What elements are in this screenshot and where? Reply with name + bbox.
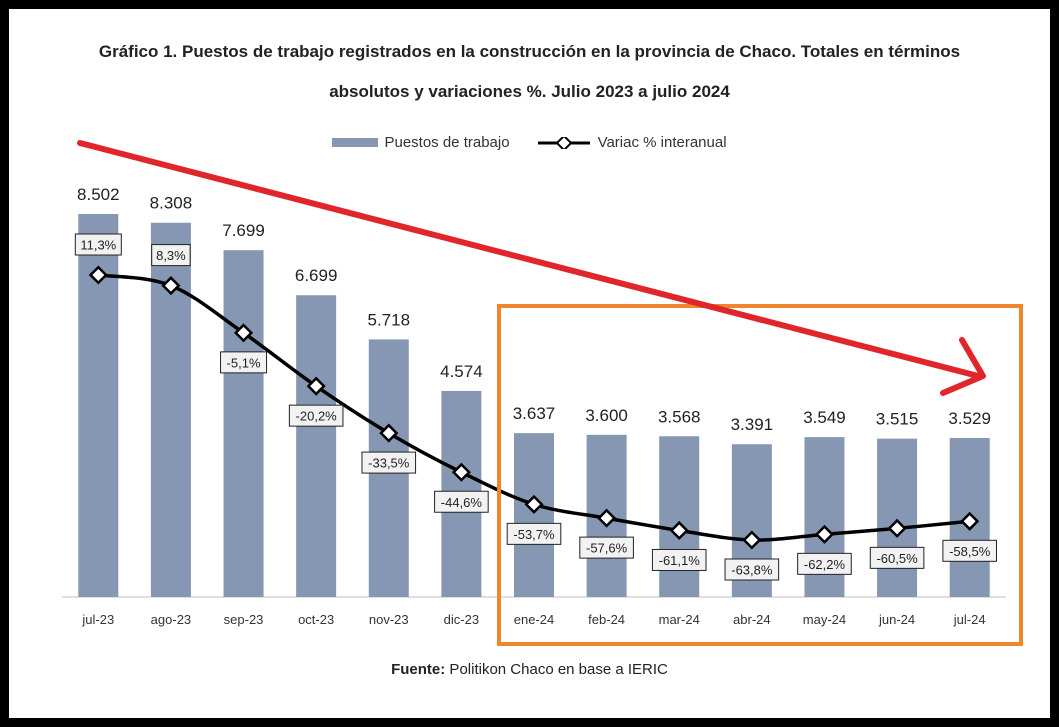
line-value-label: -61,1% bbox=[659, 553, 701, 568]
line-point-marker bbox=[742, 530, 762, 550]
line-value-label: -5,1% bbox=[227, 355, 261, 370]
line-point-marker bbox=[379, 423, 399, 443]
line-point-marker bbox=[451, 462, 471, 482]
line-value-label-box bbox=[74, 233, 122, 256]
x-tick-label: jul-23 bbox=[81, 612, 114, 627]
line-value-label-box bbox=[151, 244, 191, 267]
x-tick-label: ene-24 bbox=[514, 612, 554, 627]
line-value-label-box bbox=[434, 490, 489, 513]
bar-value-label: 5.718 bbox=[367, 310, 410, 329]
x-tick-label: nov-23 bbox=[369, 612, 409, 627]
x-tick-label: abr-24 bbox=[733, 612, 771, 627]
bar-value-label: 8.502 bbox=[77, 185, 120, 204]
x-tick-label: sep-23 bbox=[224, 612, 264, 627]
line-point-marker bbox=[960, 511, 980, 531]
line-value-label: -20,2% bbox=[296, 409, 338, 424]
line-value-label-box bbox=[220, 351, 268, 374]
line-point-marker bbox=[233, 323, 254, 343]
line-point-marker bbox=[597, 508, 617, 528]
line-value-label: 11,3% bbox=[80, 238, 116, 253]
bar bbox=[296, 295, 337, 597]
bar-value-label: 3.529 bbox=[948, 409, 991, 428]
bar bbox=[223, 250, 264, 598]
source-label: Fuente: bbox=[391, 661, 446, 678]
bar-value-label: 3.515 bbox=[876, 410, 919, 429]
line-value-label: -58,5% bbox=[949, 544, 991, 559]
trend-arrow-line bbox=[77, 140, 981, 379]
line-value-label-box bbox=[506, 522, 562, 545]
x-tick-label: mar-24 bbox=[659, 612, 700, 627]
line-value-label-box bbox=[361, 451, 417, 474]
bar-value-label: 3.568 bbox=[658, 407, 701, 426]
x-tick-label: dic-23 bbox=[444, 612, 479, 627]
line-point-marker bbox=[814, 524, 835, 544]
x-tick-label: jul-24 bbox=[953, 612, 986, 627]
bar-value-label: 4.574 bbox=[440, 362, 483, 381]
chart-title-line1: Gráfico 1. Puestos de trabajo registrado… bbox=[98, 42, 961, 61]
line-point-marker bbox=[88, 265, 108, 285]
bar-value-label: 3.600 bbox=[585, 406, 628, 425]
line-value-label-box bbox=[869, 546, 925, 569]
bar-value-label: 3.391 bbox=[731, 415, 774, 434]
line-point-marker bbox=[306, 376, 326, 396]
legend-bar-swatch bbox=[332, 138, 379, 147]
x-tick-label: may-24 bbox=[803, 612, 846, 627]
line-value-label: -53,7% bbox=[513, 527, 555, 542]
line-value-label: -60,5% bbox=[876, 551, 918, 566]
line-value-label-box bbox=[797, 552, 852, 575]
bar-value-label: 3.637 bbox=[513, 404, 556, 423]
line-value-label: 8,3% bbox=[156, 248, 186, 263]
bar bbox=[514, 433, 554, 597]
line-value-label-box bbox=[288, 404, 344, 427]
bar bbox=[877, 438, 918, 597]
line-point-marker bbox=[669, 520, 689, 541]
bar-value-label: 7.699 bbox=[222, 221, 265, 240]
source-text: Politikon Chaco en base a IERIC bbox=[445, 661, 668, 678]
bar-value-label: 6.699 bbox=[295, 266, 338, 285]
bar-value-label: 8.308 bbox=[150, 194, 193, 213]
line-value-label: -62,2% bbox=[804, 557, 846, 572]
trend-arrow-head bbox=[940, 337, 986, 396]
legend-item-bars: Puestos de trabajo bbox=[332, 134, 510, 151]
legend-item-line: Variac % interanual bbox=[536, 134, 727, 151]
x-tick-label: feb-24 bbox=[588, 612, 625, 627]
highlight-box bbox=[497, 304, 1023, 646]
chart-title-line2: absolutos y variaciones %. Julio 2023 a … bbox=[329, 82, 730, 101]
legend-label-bars: Puestos de trabajo bbox=[384, 134, 510, 151]
line-value-label-box bbox=[651, 548, 707, 571]
chart-source: Fuente: Politikon Chaco en base a IERIC bbox=[0, 661, 1059, 678]
bar bbox=[659, 436, 700, 597]
line-value-label-box bbox=[942, 539, 997, 562]
line-value-label: -63,8% bbox=[731, 563, 773, 578]
line-value-label-box bbox=[724, 558, 780, 581]
legend-label-line: Variac % interanual bbox=[597, 134, 727, 151]
line-point-marker bbox=[887, 518, 907, 538]
bar-value-label: 3.549 bbox=[803, 408, 846, 427]
chart-legend: Puestos de trabajo Variac % interanual bbox=[0, 134, 1059, 151]
legend-line-swatch bbox=[537, 136, 590, 149]
line-value-label: -57,6% bbox=[586, 541, 628, 556]
line-point-marker bbox=[161, 276, 181, 296]
x-tick-label: jun-24 bbox=[878, 612, 915, 627]
line-point-marker bbox=[524, 494, 544, 514]
line-value-label: -33,5% bbox=[368, 456, 410, 471]
x-tick-label: ago-23 bbox=[151, 612, 191, 627]
line-value-label: -44,6% bbox=[441, 495, 483, 510]
line-value-label-box bbox=[579, 536, 634, 559]
x-tick-label: oct-23 bbox=[298, 612, 334, 627]
